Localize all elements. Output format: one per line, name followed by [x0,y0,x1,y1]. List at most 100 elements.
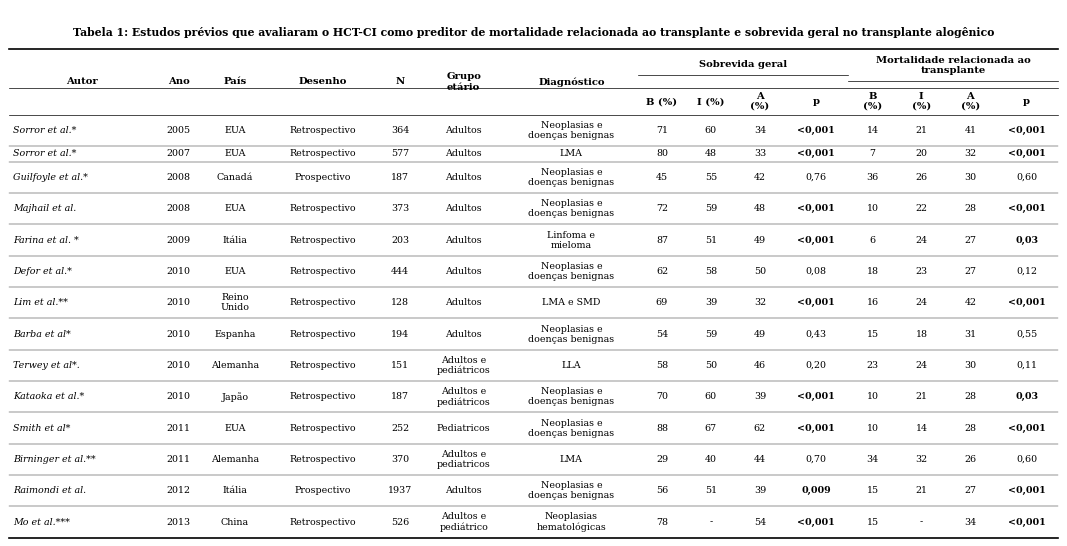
Text: 0,20: 0,20 [806,361,827,370]
Text: Sorror et al.*: Sorror et al.* [13,150,76,158]
Text: 203: 203 [391,235,409,245]
Text: Adultos: Adultos [445,486,482,495]
Text: Espanha: Espanha [214,330,256,339]
Text: p: p [813,97,819,106]
Text: 51: 51 [705,235,717,245]
Text: 24: 24 [915,361,927,370]
Text: 2009: 2009 [166,235,191,245]
Text: 71: 71 [656,126,668,135]
Text: 0,03: 0,03 [1015,235,1038,245]
Text: Adultos: Adultos [445,330,482,339]
Text: Adultos e
pediátrico: Adultos e pediátrico [440,512,489,532]
Text: 48: 48 [705,150,717,158]
Text: 59: 59 [705,204,717,213]
Text: Neoplasias e
doenças benignas: Neoplasias e doenças benignas [528,481,615,500]
Text: Retrospectivo: Retrospectivo [290,235,356,245]
Text: 2011: 2011 [166,455,191,464]
Text: 2008: 2008 [166,173,191,182]
Text: 2007: 2007 [166,150,191,158]
Text: Linfoma e
mieloma: Linfoma e mieloma [547,230,595,250]
Text: 40: 40 [705,455,717,464]
Text: <0,001: <0,001 [797,392,835,401]
Text: <0,001: <0,001 [797,204,835,213]
Text: Retrospectivo: Retrospectivo [290,150,356,158]
Text: Birninger et al.**: Birninger et al.** [13,455,95,464]
Text: 70: 70 [656,392,668,401]
Text: 10: 10 [866,204,878,213]
Text: 34: 34 [753,126,766,135]
Text: 15: 15 [866,486,878,495]
Text: 128: 128 [392,298,409,307]
Text: <0,001: <0,001 [1007,150,1046,158]
Text: 49: 49 [753,330,766,339]
Text: Raimondi et al.: Raimondi et al. [13,486,86,495]
Text: Retrospectivo: Retrospectivo [290,392,356,401]
Text: 0,55: 0,55 [1016,330,1037,339]
Text: 22: 22 [915,204,927,213]
Text: LMA e SMD: LMA e SMD [542,298,601,307]
Text: 41: 41 [965,126,976,135]
Text: Pediatricos: Pediatricos [437,424,491,432]
Text: Sorror et al.*: Sorror et al.* [13,126,76,135]
Text: 87: 87 [656,235,668,245]
Text: 0,60: 0,60 [1016,455,1037,464]
Text: 62: 62 [753,424,766,432]
Text: Retrospectivo: Retrospectivo [290,455,356,464]
Text: A
(%): A (%) [750,92,769,111]
Text: Retrospectivo: Retrospectivo [290,126,356,135]
Text: 56: 56 [656,486,668,495]
Text: Retrospectivo: Retrospectivo [290,330,356,339]
Text: Adultos e
pediátricos: Adultos e pediátricos [436,355,491,375]
Text: 21: 21 [915,126,927,135]
Text: 21: 21 [915,486,927,495]
Text: Itália: Itália [223,235,248,245]
Text: 36: 36 [866,173,878,182]
Text: 16: 16 [866,298,878,307]
Text: 0,76: 0,76 [806,173,827,182]
Text: <0,001: <0,001 [797,518,835,527]
Text: 72: 72 [656,204,668,213]
Text: 33: 33 [753,150,766,158]
Text: 21: 21 [915,392,927,401]
Text: Adultos: Adultos [445,204,482,213]
Text: 0,60: 0,60 [1016,173,1037,182]
Text: 0,03: 0,03 [1015,392,1038,401]
Text: 26: 26 [965,455,976,464]
Text: 50: 50 [705,361,717,370]
Text: EUA: EUA [224,150,245,158]
Text: 27: 27 [965,235,976,245]
Text: 20: 20 [915,150,927,158]
Text: Retrospectivo: Retrospectivo [290,267,356,276]
Text: 51: 51 [705,486,717,495]
Text: 88: 88 [656,424,668,432]
Text: 34: 34 [965,518,976,527]
Text: Neoplasias e
doenças benignas: Neoplasias e doenças benignas [528,199,615,218]
Text: Neoplasias e
doenças benignas: Neoplasias e doenças benignas [528,324,615,343]
Text: País: País [223,78,246,86]
Text: Autor: Autor [66,78,98,86]
Text: <0,001: <0,001 [1007,204,1046,213]
Text: Reino
Unido: Reino Unido [221,293,250,312]
Text: B (%): B (%) [647,97,678,106]
Text: 194: 194 [391,330,409,339]
Text: <0,001: <0,001 [1007,486,1046,495]
Text: Farina et al. *: Farina et al. * [13,235,79,245]
Text: 32: 32 [753,298,766,307]
Text: -: - [920,518,923,527]
Text: 50: 50 [753,267,766,276]
Text: 6: 6 [870,235,876,245]
Text: 62: 62 [656,267,668,276]
Text: 55: 55 [705,173,717,182]
Text: 24: 24 [915,298,927,307]
Text: 2010: 2010 [166,267,191,276]
Text: Retrospectivo: Retrospectivo [290,204,356,213]
Text: Neoplasias
hematológicas: Neoplasias hematológicas [537,512,606,532]
Text: 15: 15 [866,518,878,527]
Text: <0,001: <0,001 [1007,424,1046,432]
Text: 2010: 2010 [166,361,191,370]
Text: 67: 67 [705,424,717,432]
Text: 39: 39 [705,298,717,307]
Text: Terwey et al*.: Terwey et al*. [13,361,80,370]
Text: 0,12: 0,12 [1016,267,1037,276]
Text: Adultos: Adultos [445,235,482,245]
